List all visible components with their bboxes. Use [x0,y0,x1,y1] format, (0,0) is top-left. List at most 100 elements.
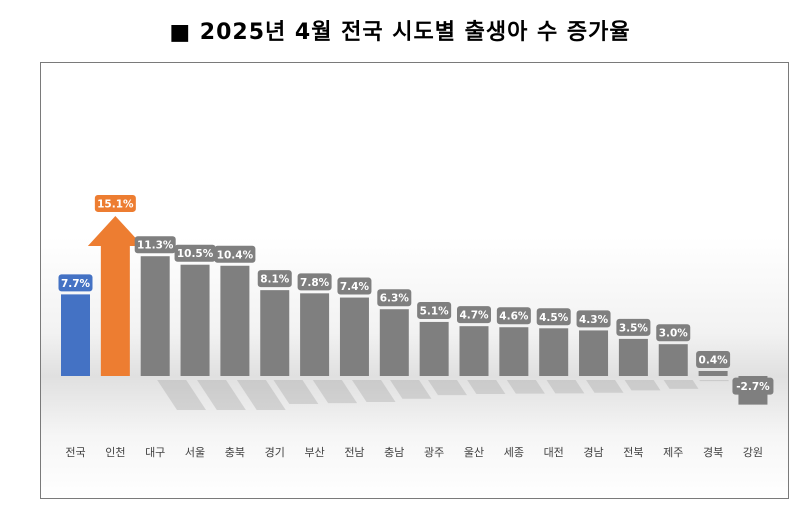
bar-세종 [499,327,529,376]
value-label-text: -2.7% [736,381,770,393]
category-label: 인천 [105,445,125,459]
value-label-box [496,307,531,325]
bar-reflection [273,380,319,405]
value-label-text: 3.5% [619,322,649,334]
value-label-text: 4.3% [579,314,609,326]
value-label-box [576,310,611,328]
bar-경기 [260,290,290,376]
bar-충북 [220,265,250,376]
value-label-box [58,274,93,292]
bar-arrow-인천 [87,215,143,376]
value-label: 10.4% [214,245,256,263]
bar-전남 [339,297,369,376]
category-label: 제주 [663,446,683,459]
value-label-box [174,244,216,262]
bar-광주 [419,321,449,376]
bar-reflection [352,380,396,402]
bar-reflection [427,380,467,396]
value-label-text: 4.6% [499,311,529,323]
value-label-text: 10.4% [217,249,254,261]
category-label: 광주 [424,446,444,459]
category-label: 충북 [225,446,245,459]
bar-reflection [586,380,624,393]
value-label-text: 4.5% [539,312,569,324]
bar-reflection [197,380,246,410]
value-label-box [377,289,412,307]
category-label: 강원 [743,446,763,459]
bar-충남 [379,309,409,376]
category-label: 울산 [464,446,484,459]
bar-reflection [390,380,432,399]
value-label-text: 0.4% [699,355,729,367]
bar-울산 [459,326,489,376]
value-label: 6.3% [377,289,412,307]
value-label: 4.5% [536,308,571,326]
value-label-text: 7.4% [340,281,370,293]
value-label-box [417,301,452,319]
value-label: -2.7% [732,377,774,395]
value-labels-group: 7.7% 15.1% 11.3%10.5% 10.4% 8.1% 7.8% 7.4% 6.3%… [58,194,774,395]
bar-reflections [157,380,730,410]
value-label-text: 10.5% [177,248,214,260]
bar-reflection [546,380,585,394]
bar-reflection [506,380,545,394]
value-label-box [94,194,136,212]
chart-title: ■ 2025년 4월 전국 시도별 출생아 수 증가율 [169,20,631,45]
bars-group [61,215,768,405]
bar-부산 [300,293,330,376]
bar-대구 [140,256,170,376]
bar-reflection [624,380,661,391]
bar-대전 [539,328,569,376]
value-label-box [134,236,176,254]
value-label: 11.3% [134,236,176,254]
category-label: 충남 [384,446,404,459]
value-label-box [214,245,256,263]
value-label: 8.1% [257,270,292,288]
value-label: 10.5% [174,244,216,262]
value-label: 15.1% [94,194,136,212]
category-label: 경북 [703,446,723,459]
value-label-box [297,273,332,291]
bar-제주 [658,344,688,376]
value-label-text: 3.0% [659,328,689,340]
bar-reflection [699,380,730,382]
value-label: 7.8% [297,273,332,291]
category-label: 대구 [145,446,165,459]
category-label: 대전 [544,446,564,459]
value-label-box [337,277,372,295]
bar-reflection [663,380,699,389]
value-label: 7.7% [58,274,93,292]
category-label: 전국 [65,446,85,459]
bar-경북 [698,371,728,376]
value-label-text: 15.1% [97,198,134,210]
value-label: 0.4% [696,351,731,368]
value-label-text: 7.8% [300,277,330,289]
category-label: 세종 [504,446,524,459]
bar-reflection [467,380,506,394]
bar-reflection [236,380,286,410]
value-label-text: 5.1% [420,305,450,317]
value-label-box [696,351,731,368]
value-label-box [616,318,651,336]
value-label-box [656,324,691,342]
value-label-box [457,306,491,324]
value-label-box [536,308,571,326]
category-labels-group: 전국 인천 대구 서울 충북 경기 부산 전남 충남 광주 울산 세종 대전 경남 전북 제주 경북 강원 [65,445,763,459]
category-label: 경남 [583,446,603,459]
category-label: 전남 [344,446,364,459]
value-label: 4.3% [576,310,611,328]
value-label: 7.4% [337,277,372,295]
bar-서울 [180,264,210,376]
category-label: 부산 [304,446,324,459]
category-label: 전북 [623,446,643,459]
bar-전국 [61,294,90,376]
value-label: 4.6% [496,307,531,325]
value-label-box [257,270,292,288]
value-label: 3.5% [616,318,651,336]
bar-reflection [157,380,206,410]
value-label-text: 8.1% [260,274,290,286]
category-label: 경기 [265,446,285,459]
value-label-text: 4.7% [459,310,489,322]
value-label-text: 11.3% [137,240,174,252]
